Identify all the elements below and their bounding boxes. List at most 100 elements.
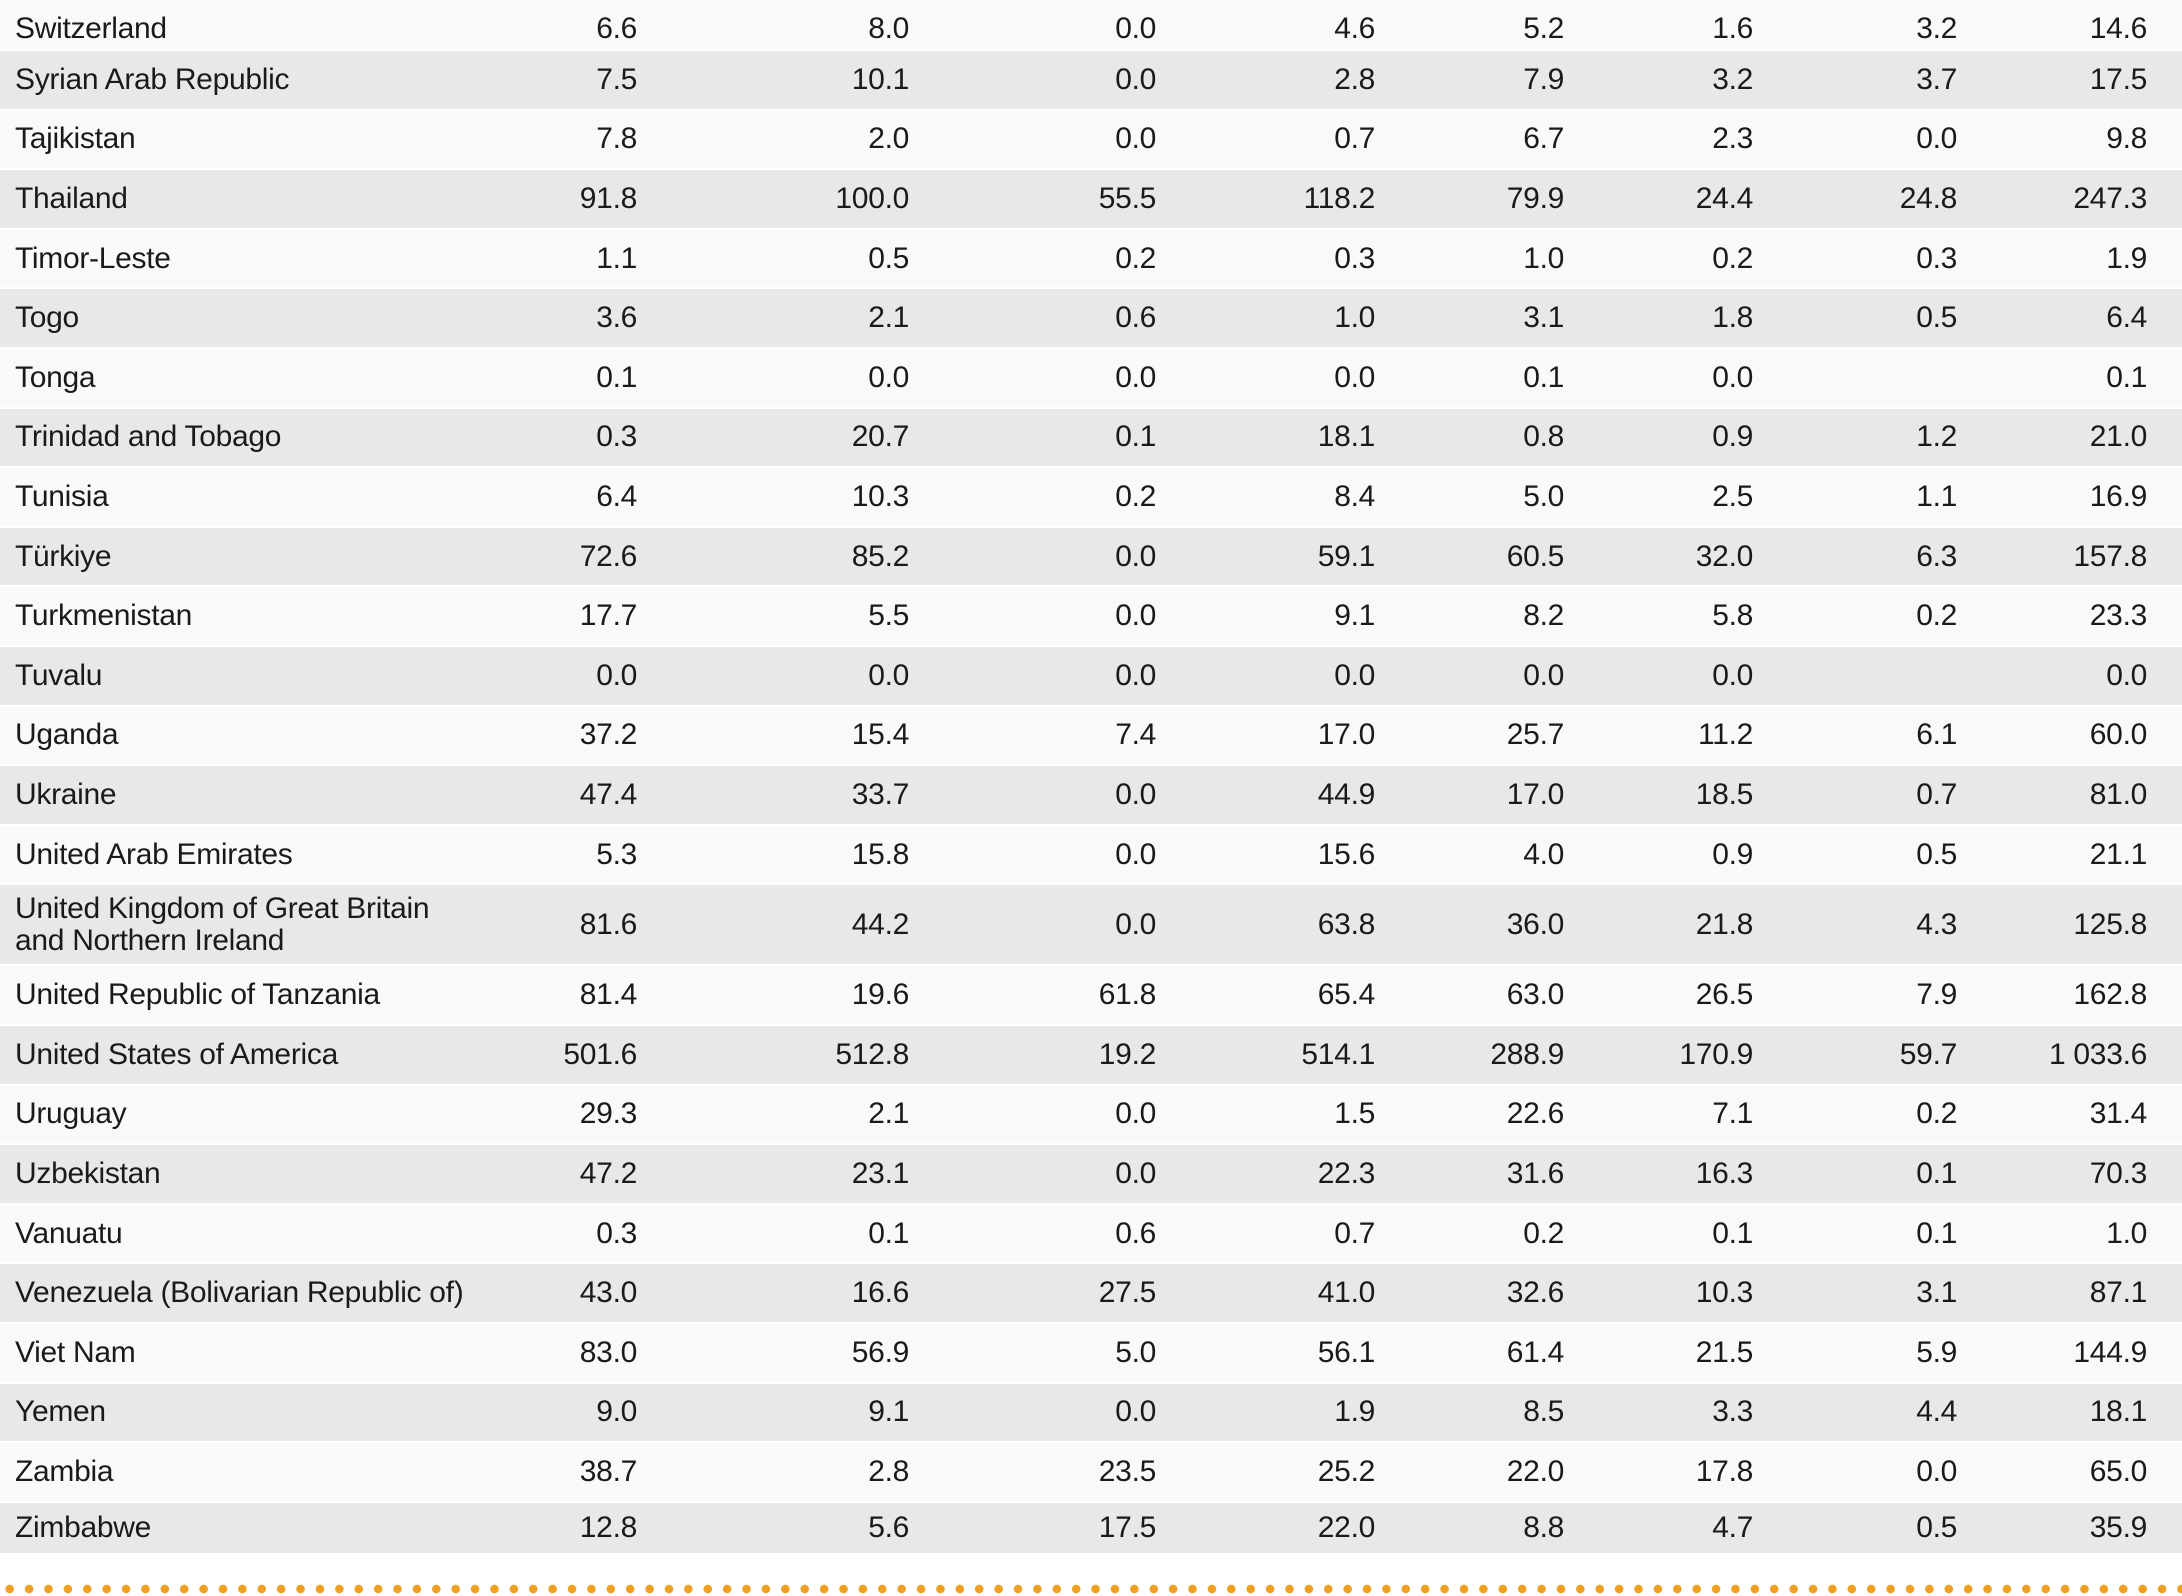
country-name: United Kingdom of Great Britain and Nort… <box>15 891 430 957</box>
value-cell: 7.4 <box>1115 718 1156 752</box>
value-cell: 5.5 <box>868 599 909 633</box>
value-cell: 0.0 <box>1334 360 1375 394</box>
value-cell: 8.4 <box>1334 479 1375 513</box>
value-cell <box>1757 349 1957 407</box>
value-cell: 0.2 <box>1115 479 1156 513</box>
value-cell: 1.0 <box>1334 301 1375 335</box>
value-cell: 21.1 <box>2089 837 2148 871</box>
value-cell: 17.7 <box>579 599 638 633</box>
value-cell: 20.7 <box>851 420 910 454</box>
country-name: United Arab Emirates <box>15 837 293 871</box>
value-cell: 5.2 <box>1523 11 1564 45</box>
value-cell: 9.1 <box>1334 599 1375 633</box>
value-cell: 6.6 <box>596 11 637 45</box>
value-cell: 26.5 <box>1695 978 1754 1012</box>
value-cell: 0.0 <box>1712 360 1753 394</box>
value-cell: 38.7 <box>579 1454 638 1488</box>
table-row: United Arab Emirates 5.3 15.8 0.0 15.6 4.0 0.9… <box>0 825 2182 886</box>
table-row: United Republic of Tanzania 81.4 19.6 61.8 6… <box>0 966 2182 1026</box>
value-cell: 0.3 <box>1334 241 1375 275</box>
value-cell: 170.9 <box>1679 1037 1753 1071</box>
value-cell: 29.3 <box>579 1097 638 1131</box>
value-cell: 24.4 <box>1695 181 1754 215</box>
country-name: United Republic of Tanzania <box>15 978 380 1012</box>
value-cell: 19.6 <box>851 978 910 1012</box>
value-cell: 63.0 <box>1506 978 1565 1012</box>
value-cell: 3.1 <box>1916 1276 1957 1310</box>
value-cell: 4.6 <box>1334 11 1375 45</box>
value-cell: 9.8 <box>2106 122 2147 156</box>
value-cell: 0.0 <box>1115 907 1156 941</box>
value-cell: 0.1 <box>1115 420 1156 454</box>
value-cell: 0.0 <box>1115 599 1156 633</box>
value-cell: 4.3 <box>1916 907 1957 941</box>
table-row: Switzerland 6.6 8.0 0.0 4.6 5.2 1.6 3.2 14.6 <box>0 0 2182 51</box>
value-cell: 0.0 <box>1115 837 1156 871</box>
value-cell: 0.3 <box>596 420 637 454</box>
value-cell: 87.1 <box>2089 1276 2148 1310</box>
value-cell: 0.0 <box>1115 777 1156 811</box>
value-cell: 31.6 <box>1506 1156 1565 1190</box>
table-row: Thailand 91.8 100.0 55.5 118.2 79.9 24.4 24.8 24… <box>0 170 2182 230</box>
value-cell: 10.3 <box>851 479 910 513</box>
value-cell: 18.1 <box>1317 420 1376 454</box>
value-cell: 10.1 <box>851 62 910 96</box>
value-cell: 0.1 <box>1712 1216 1753 1250</box>
country-name: Timor-Leste <box>15 241 171 275</box>
value-cell: 0.0 <box>1115 658 1156 692</box>
value-cell: 7.1 <box>1712 1097 1753 1131</box>
value-cell: 59.7 <box>1899 1037 1958 1071</box>
value-cell: 32.6 <box>1506 1276 1565 1310</box>
value-cell: 11.2 <box>1698 718 1753 752</box>
value-cell: 2.0 <box>868 122 909 156</box>
value-cell: 37.2 <box>579 718 638 752</box>
value-cell: 44.9 <box>1317 777 1376 811</box>
value-cell: 1.0 <box>2106 1216 2147 1250</box>
value-cell: 44.2 <box>851 907 910 941</box>
value-cell: 0.0 <box>1334 658 1375 692</box>
table-row: Yemen 9.0 9.1 0.0 1.9 8.5 3.3 4.4 18.1 <box>0 1383 2182 1444</box>
value-cell: 7.8 <box>596 122 637 156</box>
value-cell: 0.2 <box>1916 599 1957 633</box>
value-cell: 47.4 <box>579 777 638 811</box>
value-cell: 5.8 <box>1712 599 1753 633</box>
dotted-divider <box>0 1584 2182 1594</box>
value-cell: 17.0 <box>1506 777 1565 811</box>
country-name: Tajikistan <box>15 122 136 156</box>
value-cell: 14.6 <box>2089 11 2148 45</box>
value-cell: 23.3 <box>2089 599 2148 633</box>
country-name: Zimbabwe <box>15 1510 151 1544</box>
value-cell: 0.2 <box>1712 241 1753 275</box>
value-cell: 61.4 <box>1506 1335 1565 1369</box>
value-cell: 6.3 <box>1916 539 1957 573</box>
value-cell: 17.0 <box>1317 718 1376 752</box>
value-cell: 21.8 <box>1695 907 1754 941</box>
value-cell: 21.0 <box>2089 420 2148 454</box>
country-name: Viet Nam <box>15 1335 136 1369</box>
value-cell: 0.0 <box>2106 658 2147 692</box>
value-cell: 2.8 <box>1334 62 1375 96</box>
value-cell: 33.7 <box>851 777 910 811</box>
value-cell: 17.8 <box>1695 1454 1754 1488</box>
value-cell: 0.0 <box>1115 539 1156 573</box>
value-cell: 5.0 <box>1115 1335 1156 1369</box>
value-cell: 247.3 <box>2073 181 2147 215</box>
value-cell: 2.3 <box>1712 122 1753 156</box>
value-cell: 43.0 <box>579 1276 638 1310</box>
value-cell: 81.6 <box>579 907 638 941</box>
value-cell: 0.0 <box>1115 122 1156 156</box>
value-cell: 514.1 <box>1301 1037 1375 1071</box>
value-cell: 0.3 <box>1916 241 1957 275</box>
value-cell: 0.0 <box>596 658 637 692</box>
country-name: Syrian Arab Republic <box>15 62 290 96</box>
value-cell: 0.2 <box>1916 1097 1957 1131</box>
value-cell: 4.0 <box>1523 837 1564 871</box>
table-row: Uzbekistan 47.2 23.1 0.0 22.3 31.6 16.3 0.1 70.3 <box>0 1145 2182 1205</box>
value-cell: 55.5 <box>1098 181 1157 215</box>
value-cell: 9.0 <box>596 1395 637 1429</box>
value-cell: 60.0 <box>2089 718 2148 752</box>
value-cell: 0.9 <box>1712 420 1753 454</box>
value-cell: 7.5 <box>596 62 637 96</box>
country-name: Turkmenistan <box>15 599 193 633</box>
value-cell: 144.9 <box>2073 1335 2147 1369</box>
